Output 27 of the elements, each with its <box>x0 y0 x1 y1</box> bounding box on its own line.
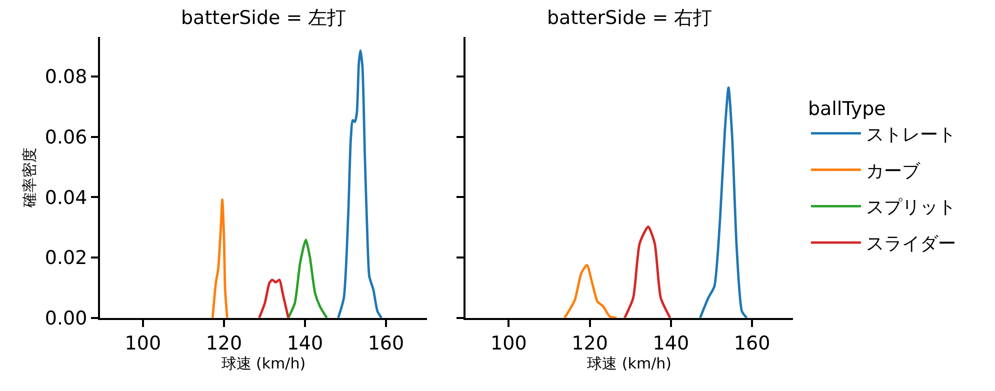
x-tick-label: 120 <box>572 332 608 355</box>
chart-title: batterSide = 左打 <box>181 7 346 29</box>
x-tick-label: 140 <box>652 332 690 355</box>
line-series <box>258 278 290 318</box>
y-tick-label: 0.06 <box>44 126 88 148</box>
x-tick-label: 100 <box>490 332 527 355</box>
y-tick-label: 0.04 <box>44 186 88 209</box>
line-series <box>287 238 328 318</box>
chart-title: batterSide = 右打 <box>547 7 712 29</box>
y-axis-title: 確率密度 <box>20 148 39 209</box>
y-tick-label: 0.00 <box>44 308 88 330</box>
x-tick-label: 100 <box>124 332 162 355</box>
y-tick-label: 0.02 <box>44 247 88 270</box>
x-axis-title: 球速 (km/h) <box>587 354 672 373</box>
x-tick-label: 160 <box>368 332 404 355</box>
x-tick-label: 160 <box>734 332 770 355</box>
y-tick-label: 0.08 <box>44 66 88 88</box>
legend-title: ballType <box>808 98 886 120</box>
legend-label: スライダー <box>866 234 956 255</box>
legend-label: スプリット <box>866 197 956 218</box>
legend-label: カーブ <box>866 160 921 182</box>
x-axis-title: 球速 (km/h) <box>221 354 306 373</box>
x-tick-label: 140 <box>286 332 324 355</box>
x-tick-label: 120 <box>206 332 242 355</box>
line-series <box>336 49 383 318</box>
line-series <box>211 198 228 318</box>
legend-label: ストレート <box>866 124 956 146</box>
